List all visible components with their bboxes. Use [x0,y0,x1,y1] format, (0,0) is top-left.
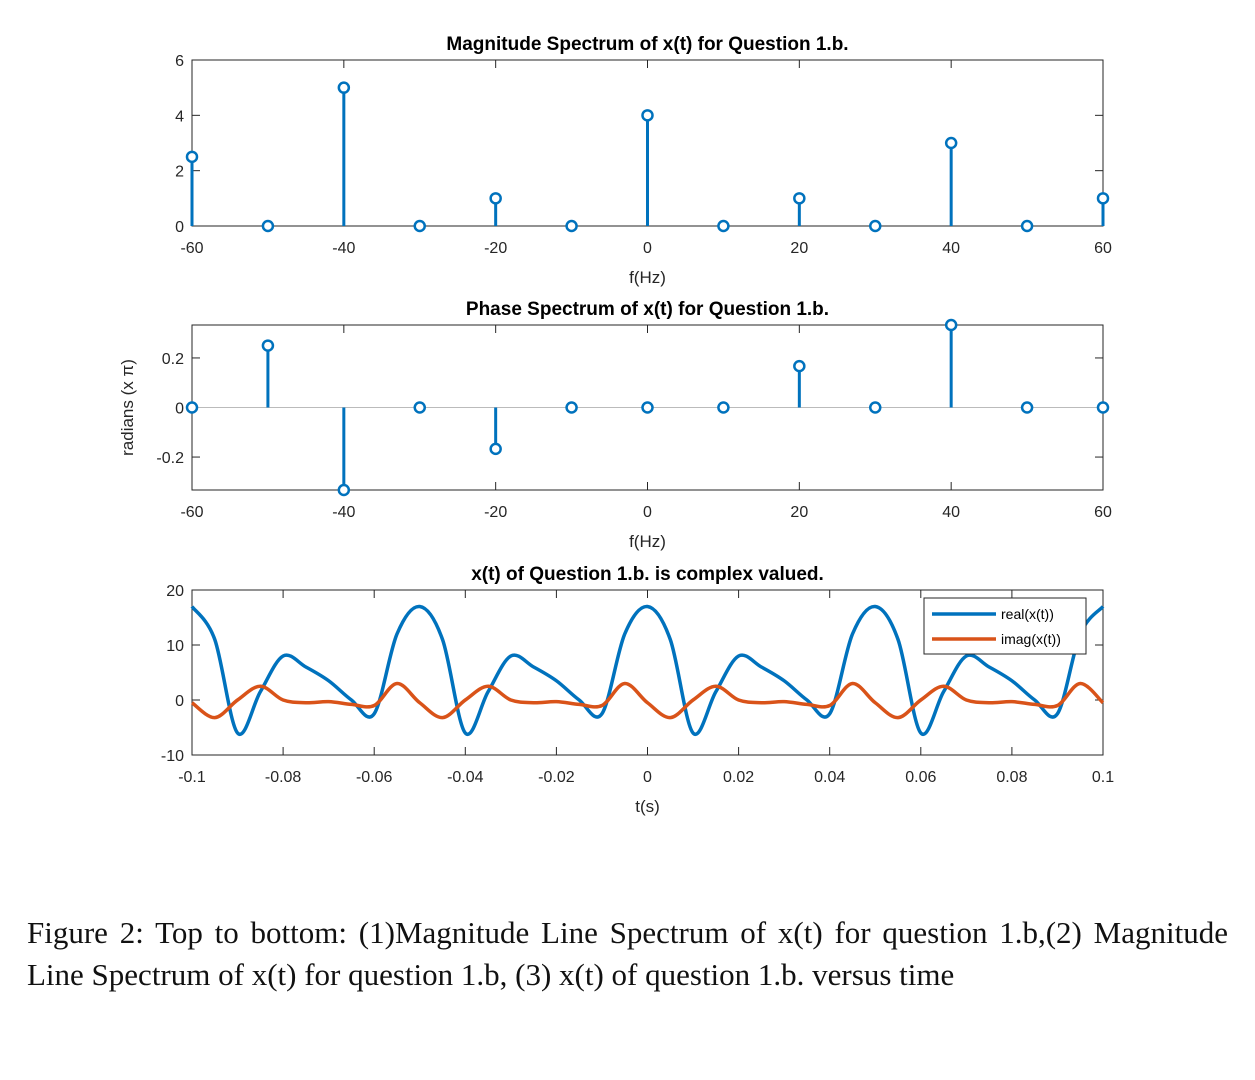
x-tick-label: -0.08 [265,769,302,786]
y-tick-label: 20 [166,583,184,600]
figure-caption: Figure 2: Top to bottom: (1)Magnitude Li… [27,915,1228,992]
legend-label: imag(x(t)) [1001,631,1061,647]
stem-marker [1020,401,1034,414]
stem-marker [565,219,578,233]
series-line-imagxt [190,681,1105,720]
x-tick-label: 60 [1094,504,1112,521]
x-tick-label: 0 [643,240,652,257]
x-tick-label: -0.1 [178,769,206,786]
x-tick-label: 0 [643,769,652,786]
y-tick-label: 0 [175,693,184,710]
legend: real(x(t)) imag(x(t)) [923,597,1087,655]
subplot-3: -0.1 -0.08 -0.06 -0.04 -0.02 0 0.02 0.04 0.06 0.0… [161,564,1114,816]
x-tick-label: 0.02 [723,769,754,786]
stem-marker [261,219,275,233]
x-tick-label: 20 [790,504,808,521]
x-tick-label: 40 [942,504,960,521]
stem-marker [717,401,730,414]
stem-marker [489,192,502,205]
stem-marker [337,483,351,497]
x-tick-label: -40 [332,240,355,257]
stem-marker [565,401,578,414]
stem-marker [1020,219,1034,233]
stem-marker [944,318,958,332]
x-axis-label: f(Hz) [629,532,666,551]
x-tick-label: -60 [180,240,203,257]
stem-marker [793,192,806,205]
x-tick-label: -20 [484,240,507,257]
y-tick-label: 2 [175,164,184,181]
x-tick-label: 0.06 [905,769,936,786]
stem-marker [793,359,806,373]
stem-marker [641,109,654,122]
y-tick-label: 10 [166,638,184,655]
stem-marker [869,219,882,233]
stem-marker [185,150,199,164]
x-tick-label: 0 [643,504,652,521]
stem-marker [185,401,199,414]
x-tick-label: -0.02 [538,769,575,786]
x-tick-label: -0.06 [356,769,393,786]
y-tick-label: 6 [175,53,184,70]
x-tick-label: -60 [180,504,203,521]
y-tick-label: -0.2 [156,450,184,467]
x-tick-label: 0.08 [996,769,1027,786]
stem-marker [337,81,351,94]
legend-label: real(x(t)) [1001,606,1054,622]
stem-marker [261,339,275,352]
legend-box [923,597,1087,655]
y-tick-label: 0 [175,401,184,418]
y-axis-label: radians (x π) [118,359,137,456]
stem-marker [489,442,502,456]
x-tick-label: 0.04 [814,769,845,786]
stem-marker [413,219,426,233]
y-tick-label: 0 [175,219,184,236]
stem-marker [641,401,654,414]
stem-marker [944,136,958,150]
x-tick-label: -20 [484,504,507,521]
y-tick-label: -10 [161,748,184,765]
stem-marker [1096,192,1110,205]
x-tick-label: -40 [332,504,355,521]
stem-marker [869,401,882,414]
stem-marker [1096,401,1110,414]
chart-title: Magnitude Spectrum of x(t) for Question … [446,34,848,55]
stem-marker [413,401,426,414]
x-axis-label: t(s) [635,797,660,816]
x-tick-label: 60 [1094,240,1112,257]
chart-title: x(t) of Question 1.b. is complex valued. [471,564,824,585]
x-tick-label: -0.04 [447,769,484,786]
subplot-1: -60 -40 -20 0 20 40 60 0 2 4 6 Magnitude Spectrum o… [175,34,1112,287]
y-tick-label: 4 [175,108,184,125]
x-tick-label: 40 [942,240,960,257]
chart-title: Phase Spectrum of x(t) for Question 1.b. [466,299,829,320]
subplot-2: -60 -40 -20 0 20 40 60 -0.2 0 0.2 Phase Spectrum o… [118,299,1112,551]
x-tick-label: 0.1 [1092,769,1114,786]
stem-marker [717,219,730,233]
y-tick-label: 0.2 [162,351,184,368]
x-tick-label: 20 [790,240,808,257]
x-axis-label: f(Hz) [629,268,666,287]
